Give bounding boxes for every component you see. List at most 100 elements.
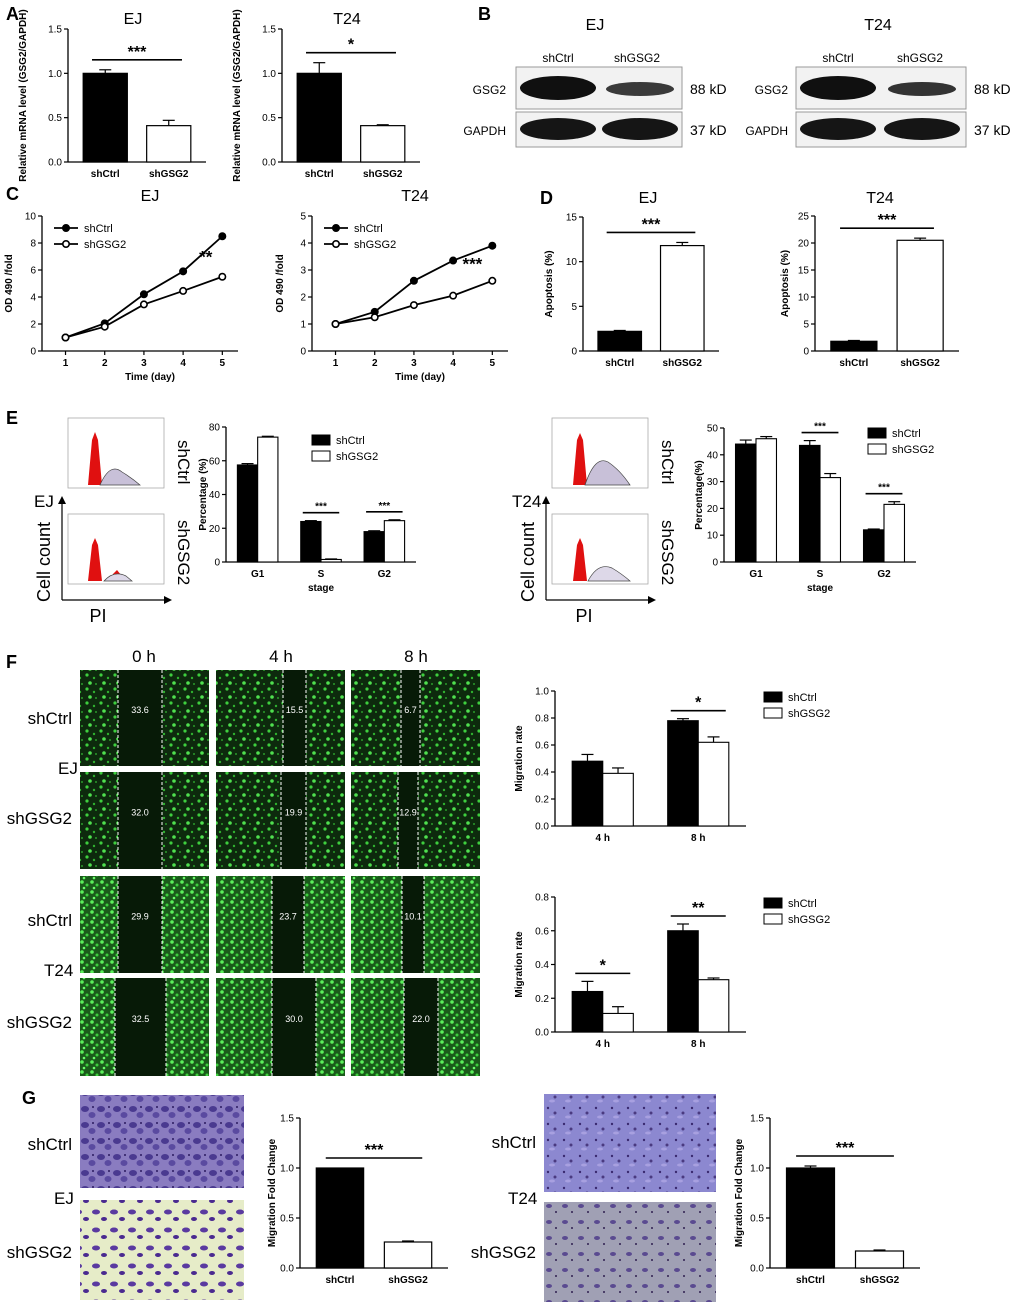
y-tick-label: 0.0 (280, 1264, 294, 1275)
blot-lane-shctrl: shCtrl (822, 51, 853, 65)
y-axis-label: Relative mRNA level (GSG2/GAPDH) (18, 9, 29, 181)
x-tick-label: shGSG2 (363, 169, 403, 180)
y-tick-label: 0.0 (535, 822, 549, 833)
transwell-image-t24-shctrl (544, 1094, 716, 1192)
flow-g1-peak (84, 432, 102, 485)
chart-g-t24: 0.0 0.5 1.0 1.5 Migration Fold Change shCtrl s… (734, 1114, 920, 1286)
blot-protein-gsg2: GSG2 (473, 83, 507, 97)
y-tick-label: 1.5 (280, 1114, 294, 1125)
flow-g1-peak (570, 433, 587, 485)
bar (697, 979, 730, 1033)
flow-histograms-ej: shCtrl shGSG2 Cell count PI EJ (34, 417, 193, 626)
x-axis-label: Time (day) (395, 372, 445, 383)
y-tick-label: 4 (30, 293, 36, 304)
y-tick-label: 2 (30, 320, 36, 331)
legend-swatch (763, 913, 783, 925)
flow-g1-peak (84, 538, 102, 581)
chart-title: T24 (401, 188, 429, 205)
wound-time-4h: 4 h (269, 647, 293, 666)
panel-letter-f: F (6, 652, 17, 672)
wound-gap (283, 670, 306, 766)
wound-gap (272, 978, 316, 1076)
wound-width-value: 30.0 (285, 1014, 303, 1024)
y-tick-label: 5 (571, 302, 577, 313)
flow-row-shgsg2: shGSG2 (658, 520, 677, 585)
blot-protein-gapdh: GAPDH (463, 124, 506, 138)
blot-lane-shgsg2: shGSG2 (897, 51, 943, 65)
x-tick-label: shGSG2 (663, 358, 703, 369)
x-tick-label: shGSG2 (900, 358, 940, 369)
data-point (139, 290, 148, 299)
wound-row-label: shCtrl (28, 911, 72, 930)
x-axis-label: Time (day) (125, 372, 175, 383)
x-tick-label: 5 (220, 358, 226, 369)
chart-f-ej: 0.0 0.2 0.4 0.6 0.8 1.0 Migration rate 4 h 8 h * s… (514, 687, 830, 845)
wound-time-8h: 8 h (404, 647, 428, 666)
flow-s-phase (99, 468, 141, 486)
wound-width-value: 10.1 (404, 912, 422, 922)
blot-size-88: 88 kD (974, 81, 1011, 97)
flow-row-shctrl: shCtrl (658, 440, 677, 484)
y-tick-label: 40 (209, 490, 221, 501)
wound-gap (402, 876, 424, 973)
bar (798, 444, 821, 563)
significance-label: ** (199, 248, 213, 267)
bar (862, 529, 885, 563)
flow-y-label: Cell count (34, 522, 54, 602)
bar (697, 741, 730, 827)
bar (300, 520, 322, 563)
legend-swatch (763, 707, 783, 719)
chart-d-t24: 0 5 10 15 20 25 Apoptosis (%) T24 shCtrl shGSG2 **… (780, 190, 959, 369)
y-tick-label: 5 (803, 320, 809, 331)
blot-size-88: 88 kD (690, 81, 727, 97)
y-tick-label: 15 (566, 213, 578, 224)
bar (236, 464, 259, 563)
transwell-images-t24: shCtrl shGSG2 T24 (471, 1094, 716, 1302)
wound-gap (281, 772, 306, 869)
blot-band (520, 76, 596, 100)
wound-row-label: shGSG2 (7, 809, 72, 828)
significance-label: *** (365, 1142, 384, 1159)
transwell-image-t24-shgsg2 (544, 1202, 716, 1302)
blot-band (888, 82, 956, 96)
bar (571, 760, 604, 827)
y-axis-label: Migration rate (514, 931, 525, 998)
chart-title: T24 (333, 11, 361, 28)
y-tick-label: 1 (300, 320, 306, 331)
y-tick-label: 6 (30, 266, 36, 277)
y-tick-label: 0.5 (750, 1214, 764, 1225)
flow-y-label: Cell count (518, 522, 538, 602)
wound-cell-line-t24: T24 (44, 961, 73, 980)
y-tick-label: 1.5 (750, 1114, 764, 1125)
wound-width-value: 22.0 (412, 1014, 430, 1024)
flow-row-shctrl: shCtrl (174, 440, 193, 484)
y-tick-label: 10 (707, 531, 719, 542)
chart-c-t24: 0 1 2 3 4 5 OD 490 /fold T24 1 2 3 4 5 Time (day) shCt… (275, 188, 508, 383)
y-axis-label: OD 490 /fold (275, 254, 286, 312)
y-tick-label: 0.0 (750, 1264, 764, 1275)
x-tick-label: G1 (749, 569, 763, 580)
bar (785, 1167, 836, 1269)
legend-swatch (311, 450, 331, 462)
bar (146, 125, 192, 163)
transwell-cell-line-t24: T24 (508, 1189, 537, 1208)
wound-width-value: 33.6 (131, 705, 149, 715)
significance-label: *** (128, 44, 147, 61)
transwell-images-ej: shCtrl shGSG2 EJ (7, 1095, 244, 1300)
blot-lane-shctrl: shCtrl (542, 51, 573, 65)
data-point (488, 276, 497, 285)
chart-title: EJ (124, 11, 143, 28)
y-tick-label: 0.5 (262, 113, 276, 124)
wound-width-value: 6.7 (404, 705, 417, 715)
wound-gap (118, 772, 162, 869)
x-tick-label: 1 (63, 358, 69, 369)
y-tick-label: 10 (25, 212, 37, 223)
wound-width-value: 32.0 (131, 808, 149, 818)
x-tick-label: shGSG2 (860, 1275, 900, 1286)
x-tick-label: G2 (877, 569, 891, 580)
wound-width-value: 29.9 (131, 912, 149, 922)
data-point (331, 319, 340, 328)
wound-width-value: 12.9 (399, 808, 417, 818)
legend-label: shGSG2 (354, 239, 396, 251)
bar (819, 477, 842, 563)
